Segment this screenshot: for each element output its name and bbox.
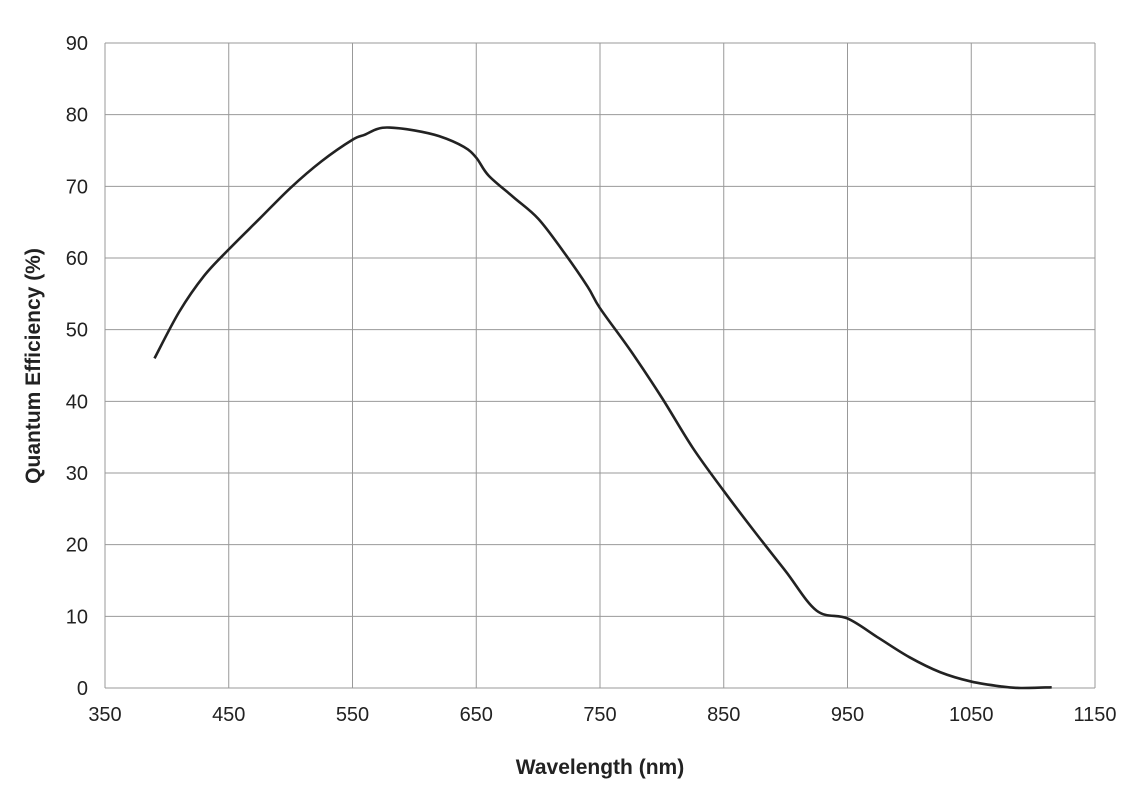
x-tick-label: 650 [460,704,493,726]
y-tick-label: 60 [66,248,88,270]
y-axis-label: Quantum Efficiency (%) [22,248,45,484]
x-tick-label: 1050 [949,704,994,726]
x-tick-label: 350 [88,704,121,726]
y-tick-label: 40 [66,391,88,413]
y-tick-label: 20 [66,535,88,557]
series-line [153,126,1052,690]
x-tick-label: 1150 [1073,704,1116,726]
y-tick-label: 50 [66,320,88,342]
y-tick-labels: 0 10 20 30 40 50 60 70 80 90 [66,33,88,700]
y-tick-label: 0 [77,678,88,700]
y-tick-label: 70 [66,176,88,198]
grid [104,42,1096,689]
x-axis-label: Wavelength (nm) [516,756,684,779]
x-tick-label: 850 [707,704,740,726]
y-tick-label: 30 [66,463,88,485]
y-tick-label: 80 [66,105,88,127]
y-tick-label: 90 [66,33,88,55]
x-tick-label: 450 [212,704,245,726]
y-tick-label: 10 [66,606,88,628]
x-tick-label: 550 [336,704,369,726]
x-tick-label: 950 [831,704,864,726]
x-tick-label: 750 [583,704,616,726]
x-tick-labels: 350 450 550 650 750 850 950 1050 1150 [88,704,1116,726]
